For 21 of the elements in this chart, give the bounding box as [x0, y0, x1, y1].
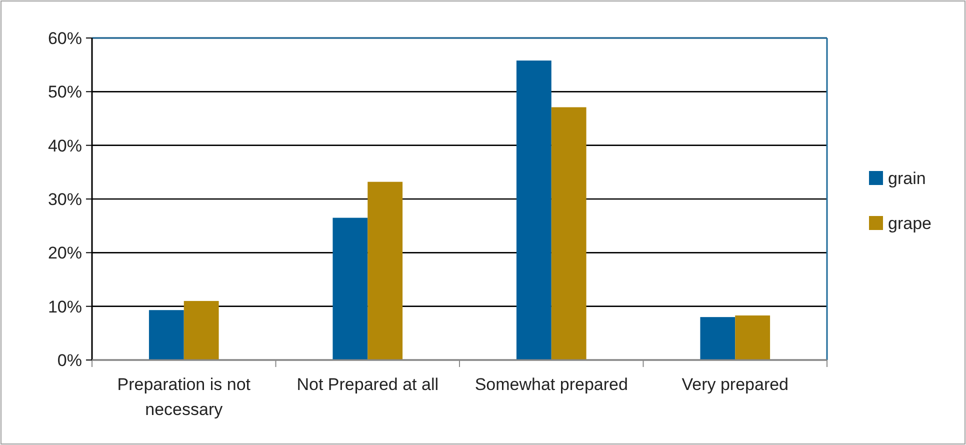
- y-tick-label: 40%: [48, 136, 82, 156]
- bar: [551, 107, 586, 360]
- y-tick-label: 60%: [48, 28, 82, 48]
- legend-label: grain: [888, 168, 926, 188]
- bar: [148, 310, 184, 360]
- x-tick-label: Preparation is not necessary: [117, 375, 251, 419]
- bar: [184, 300, 219, 360]
- y-tick-label: 0%: [57, 350, 82, 370]
- y-tick-label: 20%: [48, 244, 82, 263]
- bar: [368, 182, 403, 360]
- y-tick-label: 30%: [48, 190, 82, 209]
- bar: [735, 315, 770, 360]
- x-tick-label: Not Prepared at all: [296, 375, 438, 394]
- bar: [700, 317, 736, 360]
- bar: [516, 60, 552, 360]
- y-tick-label: 10%: [48, 297, 82, 316]
- x-tick-label: Somewhat prepared: [474, 375, 628, 394]
- x-tick-label: Very prepared: [682, 375, 789, 394]
- legend-label: grape: [888, 214, 932, 233]
- bar: [332, 218, 368, 360]
- y-tick-label: 50%: [48, 82, 82, 102]
